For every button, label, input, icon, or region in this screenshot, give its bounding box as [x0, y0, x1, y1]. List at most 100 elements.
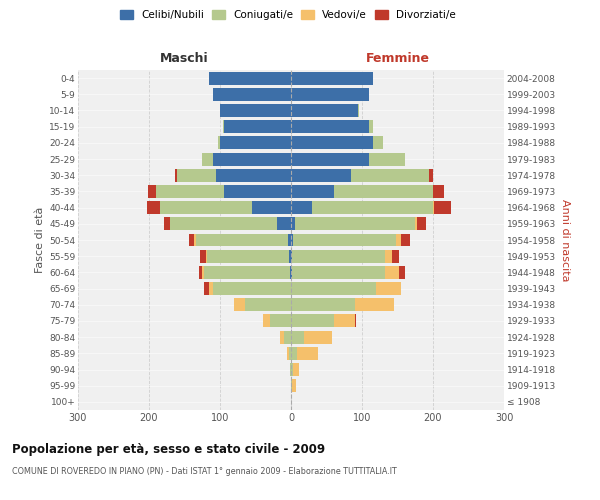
Bar [290, 363, 291, 376]
Bar [296, 347, 318, 360]
Bar [160, 201, 252, 214]
Bar [291, 185, 334, 198]
Bar [292, 250, 385, 262]
Bar [213, 282, 291, 295]
Bar [355, 314, 356, 328]
Bar [223, 120, 224, 133]
Bar [293, 363, 299, 376]
Bar [175, 169, 178, 181]
Bar [178, 169, 217, 181]
Bar [291, 266, 292, 279]
Bar [218, 136, 220, 149]
Bar [433, 201, 434, 214]
Bar [213, 88, 291, 101]
Bar [376, 282, 401, 295]
Bar [170, 218, 277, 230]
Bar [291, 104, 358, 117]
Bar [203, 282, 209, 295]
Bar [291, 330, 304, 344]
Bar [434, 201, 451, 214]
Bar [292, 379, 296, 392]
Bar [202, 266, 205, 279]
Bar [291, 120, 369, 133]
Bar [200, 250, 206, 262]
Bar [291, 152, 369, 166]
Legend: Celibi/Nubili, Coniugati/e, Vedovi/e, Divorziati/e: Celibi/Nubili, Coniugati/e, Vedovi/e, Di… [118, 8, 458, 22]
Bar [202, 152, 213, 166]
Bar [291, 201, 313, 214]
Bar [148, 185, 156, 198]
Y-axis label: Fasce di età: Fasce di età [35, 207, 45, 273]
Bar [291, 379, 292, 392]
Bar [196, 234, 288, 246]
Bar [352, 169, 430, 181]
Bar [164, 218, 170, 230]
Bar [291, 347, 296, 360]
Bar [205, 266, 290, 279]
Bar [385, 250, 392, 262]
Bar [334, 185, 433, 198]
Text: COMUNE DI ROVEREDO IN PIANO (PN) - Dati ISTAT 1° gennaio 2009 - Elaborazione TUT: COMUNE DI ROVEREDO IN PIANO (PN) - Dati … [12, 468, 397, 476]
Bar [291, 88, 369, 101]
Bar [392, 250, 399, 262]
Bar [373, 136, 383, 149]
Bar [199, 266, 202, 279]
Bar [293, 234, 396, 246]
Bar [220, 136, 291, 149]
Bar [304, 330, 332, 344]
Bar [245, 298, 291, 311]
Bar [289, 250, 291, 262]
Bar [284, 330, 291, 344]
Bar [209, 282, 213, 295]
Bar [288, 234, 291, 246]
Bar [313, 201, 433, 214]
Bar [194, 234, 196, 246]
Y-axis label: Anni di nascita: Anni di nascita [560, 198, 570, 281]
Bar [234, 298, 245, 311]
Bar [190, 234, 194, 246]
Bar [291, 250, 292, 262]
Bar [291, 72, 373, 85]
Bar [369, 152, 404, 166]
Bar [430, 169, 433, 181]
Bar [291, 234, 293, 246]
Bar [213, 152, 291, 166]
Bar [291, 282, 376, 295]
Bar [369, 120, 373, 133]
Bar [289, 347, 291, 360]
Bar [224, 120, 291, 133]
Bar [291, 363, 293, 376]
Bar [287, 347, 289, 360]
Bar [147, 201, 160, 214]
Text: Popolazione per età, sesso e stato civile - 2009: Popolazione per età, sesso e stato civil… [12, 442, 325, 456]
Bar [156, 185, 224, 198]
Bar [385, 266, 399, 279]
Bar [290, 266, 291, 279]
Bar [399, 266, 404, 279]
Bar [291, 169, 352, 181]
Bar [277, 218, 291, 230]
Bar [291, 314, 334, 328]
Bar [358, 104, 359, 117]
Bar [396, 234, 401, 246]
Bar [224, 185, 291, 198]
Bar [270, 314, 291, 328]
Bar [217, 169, 291, 181]
Bar [220, 104, 291, 117]
Bar [291, 218, 295, 230]
Bar [252, 201, 291, 214]
Bar [433, 185, 443, 198]
Text: Femmine: Femmine [365, 52, 430, 65]
Bar [207, 250, 289, 262]
Bar [415, 218, 418, 230]
Bar [355, 298, 394, 311]
Bar [263, 314, 270, 328]
Bar [334, 314, 355, 328]
Bar [209, 72, 291, 85]
Bar [206, 250, 207, 262]
Bar [291, 136, 373, 149]
Text: Maschi: Maschi [160, 52, 209, 65]
Bar [295, 218, 415, 230]
Bar [291, 298, 355, 311]
Bar [418, 218, 426, 230]
